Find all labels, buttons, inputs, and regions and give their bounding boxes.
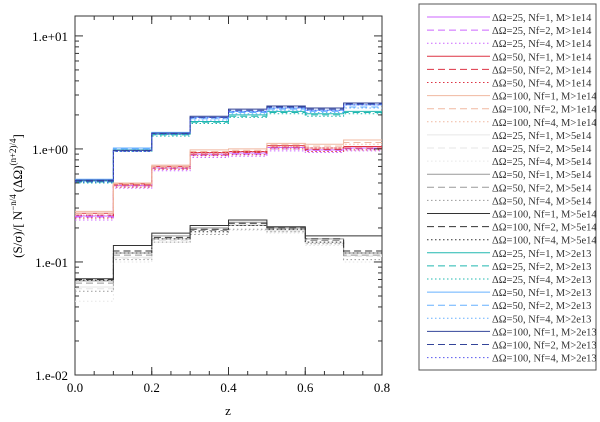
legend-label-14: ΔΩ=50, Nf=4, M>5e14 — [492, 196, 592, 207]
y-axis-label-exp1: −n/4 — [8, 194, 18, 211]
tick-layer: 0.0 0.2 0.4 0.6 0.8 1.e-02 1.e-01 1.e+00 1.e+01 — [32, 16, 390, 395]
series-line-19 — [75, 112, 382, 183]
legend-label-10: ΔΩ=25, Nf=2, M>5e14 — [492, 144, 592, 155]
series-line-2 — [75, 150, 382, 221]
series-line-26 — [75, 104, 382, 183]
legend-label-15: ΔΩ=100, Nf=1, M>5e14 — [492, 210, 597, 221]
x-tick-label: 0.4 — [220, 380, 237, 395]
y-axis-label: (S/σ)/[ N−n/4(ΔΩ)(n+2)/4] — [8, 134, 25, 258]
legend-label-2: ΔΩ=25, Nf=4, M>1e14 — [492, 39, 592, 50]
legend-label-9: ΔΩ=25, Nf=1, M>5e14 — [492, 131, 592, 142]
series-line-9 — [75, 223, 382, 288]
legend-label-19: ΔΩ=25, Nf=2, M>2e13 — [492, 262, 591, 273]
legend-label-4: ΔΩ=50, Nf=2, M>1e14 — [492, 65, 592, 76]
legend-label-7: ΔΩ=100, Nf=2, M>1e14 — [492, 105, 597, 116]
y-axis-label-part-a: (S/σ)/[ N — [10, 210, 25, 258]
legend-items: ΔΩ=25, Nf=1, M>1e14 ΔΩ=25, Nf=2, M>1e14 ΔΩ… — [427, 13, 597, 365]
legend-label-6: ΔΩ=100, Nf=1, M>1e14 — [492, 92, 597, 103]
y-tick-label: 1.e-01 — [35, 255, 68, 270]
legend-label-0: ΔΩ=25, Nf=1, M>1e14 — [492, 13, 592, 24]
series-line-3 — [75, 145, 382, 214]
y-tick-label: 1.e+01 — [32, 29, 68, 44]
legend-label-24: ΔΩ=100, Nf=1, M>2e13 — [492, 327, 597, 338]
legend-label-3: ΔΩ=50, Nf=1, M>1e14 — [492, 52, 592, 63]
x-tick-label: 0.8 — [374, 380, 390, 395]
y-tick-label: 1.e-02 — [35, 368, 68, 383]
x-tick-label: 0.6 — [297, 380, 314, 395]
plot-frame — [74, 15, 383, 376]
legend-label-20: ΔΩ=25, Nf=4, M>2e13 — [492, 275, 591, 286]
legend-label-23: ΔΩ=50, Nf=4, M>2e13 — [492, 314, 591, 325]
legend-label-5: ΔΩ=50, Nf=4, M>1e14 — [492, 79, 592, 90]
series-line-5 — [75, 148, 382, 219]
legend: ΔΩ=25, Nf=1, M>1e14 ΔΩ=25, Nf=2, M>1e14 ΔΩ… — [418, 3, 597, 371]
y-axis-label-part-b: (ΔΩ) — [10, 166, 25, 193]
legend-label-21: ΔΩ=50, Nf=1, M>2e13 — [492, 288, 591, 299]
series-line-7 — [75, 142, 382, 214]
legend-label-17: ΔΩ=100, Nf=4, M>5e14 — [492, 236, 597, 247]
legend-box — [418, 3, 597, 371]
legend-label-25: ΔΩ=100, Nf=2, M>2e13 — [492, 341, 597, 352]
legend-label-26: ΔΩ=100, Nf=4, M>2e13 — [492, 354, 597, 365]
x-axis-label: z — [225, 403, 231, 418]
legend-label-13: ΔΩ=50, Nf=2, M>5e14 — [492, 183, 592, 194]
series-line-11 — [75, 230, 382, 302]
legend-label-8: ΔΩ=100, Nf=4, M>1e14 — [492, 118, 597, 129]
series-line-8 — [75, 143, 382, 216]
series-line-14 — [75, 228, 382, 292]
series-line-13 — [75, 225, 382, 284]
series-line-17 — [75, 225, 382, 281]
series-layer — [75, 102, 382, 302]
series-line-6 — [75, 139, 382, 212]
x-tick-label: 0.2 — [144, 380, 160, 395]
series-line-25 — [75, 103, 382, 182]
series-line-16 — [75, 222, 382, 280]
legend-label-22: ΔΩ=50, Nf=2, M>2e13 — [492, 301, 591, 312]
y-axis-label-exp2: (n+2)/4 — [8, 138, 18, 166]
legend-label-1: ΔΩ=25, Nf=2, M>1e14 — [492, 26, 592, 37]
y-tick-label: 1.e+00 — [32, 142, 68, 157]
series-line-0 — [75, 147, 382, 217]
legend-label-18: ΔΩ=25, Nf=1, M>2e13 — [492, 249, 591, 260]
legend-label-11: ΔΩ=25, Nf=4, M>5e14 — [492, 157, 592, 168]
legend-label-16: ΔΩ=100, Nf=2, M>5e14 — [492, 223, 597, 234]
plot-area: 0.0 0.2 0.4 0.6 0.8 1.e-02 1.e-01 1.e+00 1.e+01 — [32, 15, 390, 395]
legend-label-12: ΔΩ=50, Nf=1, M>5e14 — [492, 170, 592, 181]
x-tick-label: 0.0 — [67, 380, 83, 395]
y-axis-label-part-c: ] — [10, 134, 25, 138]
series-line-12 — [75, 221, 382, 282]
series-line-22 — [75, 106, 382, 181]
series-line-4 — [75, 146, 382, 216]
